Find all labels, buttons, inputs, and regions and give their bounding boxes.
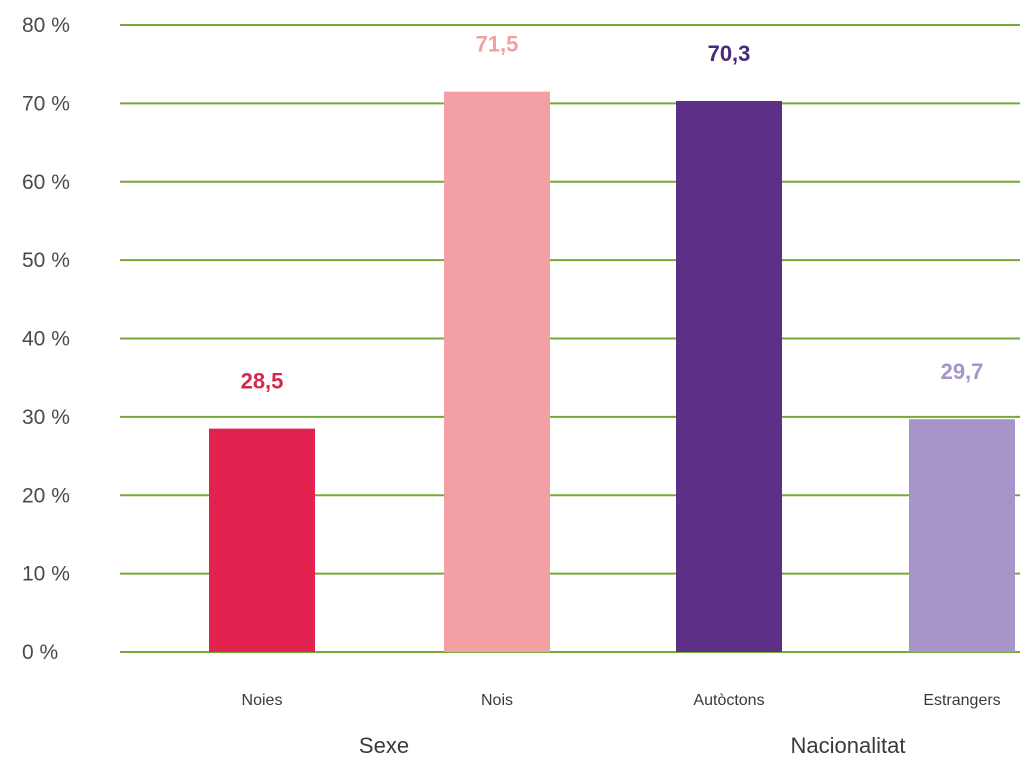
y-tick-label: 10 % <box>22 563 70 586</box>
y-tick-label: 0 % <box>22 641 58 664</box>
x-tick-label: Noies <box>242 692 283 709</box>
x-tick-label: Autòctons <box>693 692 764 709</box>
y-tick-label: 30 % <box>22 406 70 429</box>
bars <box>209 91 1015 653</box>
group-label: Sexe <box>359 733 409 758</box>
y-tick-label: 40 % <box>22 328 70 351</box>
bar-estrangers <box>909 419 1015 652</box>
bar-noies <box>209 428 315 652</box>
y-tick-label: 60 % <box>22 171 70 194</box>
y-tick-label: 80 % <box>22 14 70 37</box>
group-labels: Sexe Nacionalitat <box>359 733 906 758</box>
data-label: 71,5 <box>476 32 519 57</box>
y-tick-label: 70 % <box>22 92 70 115</box>
data-label: 29,7 <box>941 359 984 384</box>
group-label: Nacionalitat <box>791 733 906 758</box>
y-axis-ticks: 0 % 10 % 20 % 30 % 40 % 50 % 60 % 70 % 80 % <box>22 14 70 664</box>
x-axis-ticks: Noies Nois Autòctons Estrangers <box>242 692 1001 709</box>
bar-autoctons <box>676 101 782 653</box>
x-tick-label: Nois <box>481 692 513 709</box>
y-tick-label: 20 % <box>22 484 70 507</box>
y-tick-label: 50 % <box>22 249 70 272</box>
bar-nois <box>444 91 550 652</box>
data-label: 28,5 <box>241 369 284 394</box>
x-tick-label: Estrangers <box>923 692 1000 709</box>
data-labels: 28,5 71,5 70,3 29,7 <box>241 32 984 394</box>
data-label: 70,3 <box>708 41 751 66</box>
